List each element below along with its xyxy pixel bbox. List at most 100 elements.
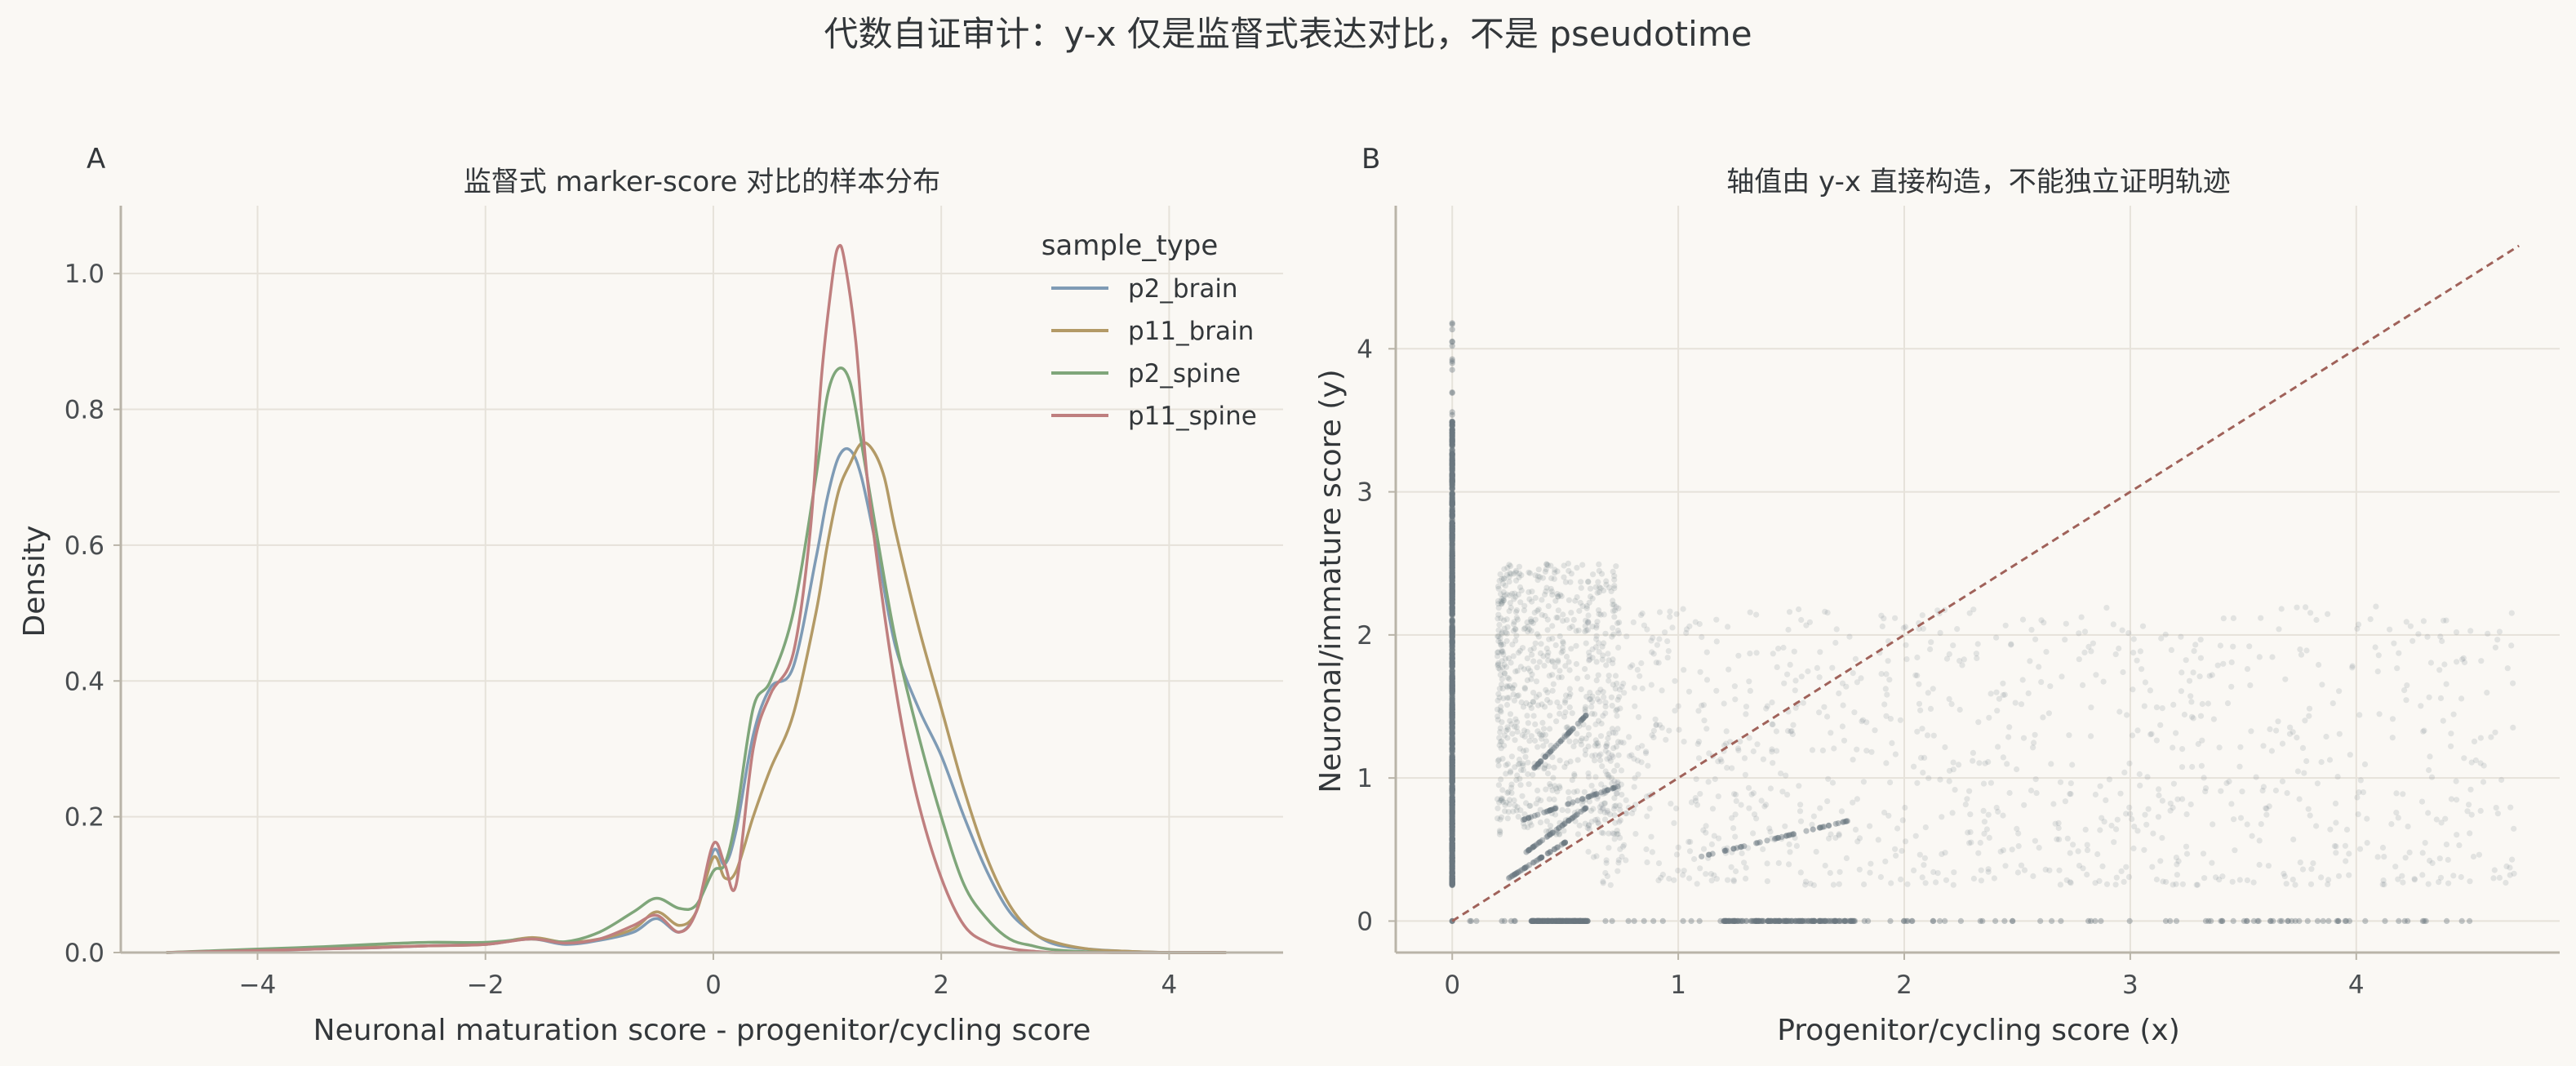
scatter-point <box>1828 730 1834 736</box>
scatter-point <box>1889 740 1895 747</box>
scatter-point <box>1729 917 1736 924</box>
scatter-point <box>1993 634 2000 641</box>
scatter-point <box>1807 881 1814 887</box>
scatter-point <box>1508 604 1514 611</box>
scatter-point <box>1517 775 1523 782</box>
scatter-point <box>1693 775 1699 783</box>
scatter-point <box>1781 680 1788 686</box>
scatter-point <box>1881 809 1888 816</box>
scatter-point <box>1561 819 1568 826</box>
scatter-point <box>1563 917 1570 924</box>
scatter-point <box>1656 609 1663 615</box>
scatter-point <box>1580 917 1587 924</box>
scatter-point <box>2018 862 2025 868</box>
scatter-point <box>1530 917 1536 924</box>
scatter-point <box>1884 691 1890 698</box>
scatter-point <box>1580 917 1587 924</box>
scatter-point <box>1498 704 1504 710</box>
scatter-point <box>1577 917 1583 924</box>
scatter-point <box>1599 763 1606 770</box>
scatter-point <box>2014 869 2021 876</box>
scatter-point <box>1510 808 1517 815</box>
scatter-point <box>2437 633 2444 640</box>
scatter-point <box>1555 825 1562 832</box>
scatter-point <box>2002 622 2009 628</box>
scatter-point <box>1505 788 1512 795</box>
scatter-point <box>2296 917 2303 924</box>
scatter-point <box>1449 440 1455 446</box>
scatter-point <box>1784 727 1792 735</box>
scatter-point <box>2507 872 2513 878</box>
scatter-point <box>2364 840 2370 846</box>
scatter-point <box>1713 876 1720 882</box>
scatter-point <box>1561 917 1567 924</box>
scatter-point <box>1554 917 1561 924</box>
scatter-point <box>1568 727 1574 734</box>
scatter-point <box>1541 917 1548 924</box>
scatter-point <box>1524 655 1530 662</box>
scatter-point <box>1956 762 1962 768</box>
scatter-point <box>1513 807 1520 814</box>
scatter-point <box>2134 657 2140 664</box>
scatter-point <box>1547 849 1553 855</box>
scatter-point <box>2253 774 2259 780</box>
scatter-point <box>1655 877 1662 884</box>
scatter-point <box>1796 606 1802 613</box>
scatter-point <box>1765 917 1771 924</box>
scatter-point <box>1768 917 1774 924</box>
scatter-point <box>2085 917 2092 924</box>
scatter-point <box>2467 628 2474 634</box>
scatter-point <box>1614 831 1621 837</box>
scatter-point <box>1566 917 1572 924</box>
scatter-point <box>1815 917 1823 924</box>
scatter-point <box>1919 726 1925 732</box>
scatter-point <box>1774 664 1780 671</box>
scatter-point <box>1555 740 1561 747</box>
scatter-point <box>1539 917 1545 924</box>
scatter-point <box>1768 917 1774 924</box>
scatter-point <box>1509 686 1516 692</box>
scatter-point <box>1541 917 1548 924</box>
scatter-point <box>1508 789 1515 797</box>
scatter-point <box>1547 832 1553 838</box>
scatter-point <box>1495 633 1502 640</box>
scatter-point <box>1515 591 1521 598</box>
scatter-point <box>2216 744 2223 751</box>
scatter-point <box>1556 824 1562 831</box>
scatter-point <box>1585 793 1592 800</box>
scatter-point <box>1867 823 1873 829</box>
scatter-point <box>1635 744 1641 752</box>
scatter-point <box>1615 605 1622 611</box>
scatter-point <box>1725 917 1731 924</box>
scatter-point <box>2209 672 2215 678</box>
scatter-point <box>1533 917 1539 924</box>
scatter-point <box>2294 735 2300 741</box>
scatter-point <box>2276 626 2282 633</box>
scatter-point <box>1557 917 1564 924</box>
scatter-point <box>2094 851 2101 858</box>
scatter-point <box>1604 807 1610 814</box>
scatter-point <box>1537 758 1544 765</box>
scatter-point <box>1552 570 1558 576</box>
scatter-point <box>1571 917 1578 924</box>
scatter-point <box>1554 615 1561 621</box>
scatter-point <box>1535 633 1542 640</box>
scatter-point <box>1798 917 1805 924</box>
scatter-point <box>1449 532 1455 539</box>
scatter-point <box>1526 701 1533 708</box>
scatter-point <box>2173 730 2179 736</box>
scatter-point <box>2214 662 2221 668</box>
scatter-point <box>2510 724 2516 731</box>
scatter-point <box>2232 847 2238 854</box>
scatter-point <box>2284 790 2290 797</box>
scatter-point <box>1792 917 1799 924</box>
scatter-point <box>1846 633 1853 640</box>
scatter-point <box>1580 806 1587 813</box>
scatter-point <box>1559 917 1566 924</box>
scatter-point <box>1496 799 1503 806</box>
scatter-point <box>1526 846 1532 853</box>
scatter-point <box>2303 604 2309 611</box>
scatter-point <box>1521 607 1527 614</box>
scatter-point <box>1544 627 1551 633</box>
scatter-point <box>2476 851 2482 858</box>
